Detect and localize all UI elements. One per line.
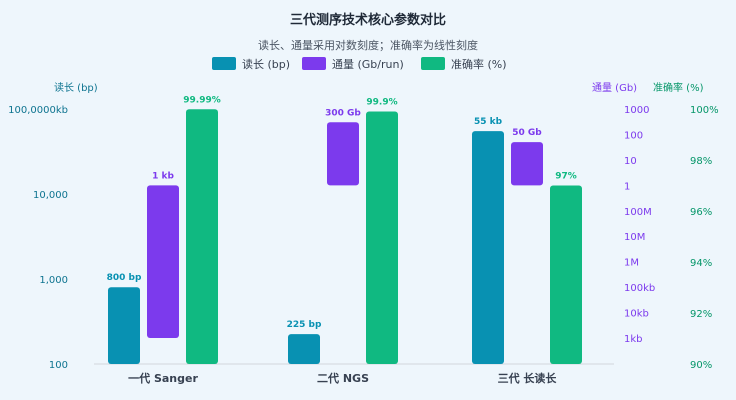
data-label: 99.99% bbox=[183, 95, 221, 105]
data-label: 50 Gb bbox=[512, 128, 542, 138]
left-tick-label: 100,0000kb bbox=[8, 105, 68, 116]
bar-series2 bbox=[511, 142, 543, 186]
bar-series1 bbox=[288, 334, 320, 364]
bar-series1 bbox=[472, 131, 504, 364]
bar-series2 bbox=[327, 122, 359, 186]
left-tick-label: 10,000 bbox=[33, 190, 68, 201]
legend-label-2: 通量 (Gb/run) bbox=[332, 58, 404, 71]
chart-title: 三代测序技术核心参数对比 bbox=[290, 12, 446, 28]
throughput-tick-label: 100kb bbox=[624, 283, 655, 294]
accuracy-tick-label: 98% bbox=[690, 156, 712, 167]
accuracy-tick-label: 96% bbox=[690, 207, 712, 218]
bar-series3 bbox=[550, 185, 582, 364]
accuracy-tick-label: 94% bbox=[690, 258, 712, 269]
category-label: 一代 Sanger bbox=[128, 371, 198, 385]
accuracy-tick-label: 100% bbox=[690, 105, 719, 116]
data-label: 55 kb bbox=[474, 117, 503, 127]
bar-series3 bbox=[366, 111, 398, 364]
bar-series2 bbox=[147, 185, 179, 338]
accuracy-tick-label: 92% bbox=[690, 309, 712, 320]
throughput-axis-label: 通量 (Gb) bbox=[592, 82, 637, 94]
throughput-tick-label: 1M bbox=[624, 258, 639, 269]
data-label: 225 bp bbox=[287, 320, 322, 330]
data-label: 99.9% bbox=[366, 98, 397, 108]
left-axis-label: 读长 (bp) bbox=[54, 81, 98, 94]
throughput-tick-label: 1kb bbox=[624, 334, 643, 345]
legend-swatch-1 bbox=[212, 57, 236, 70]
left-tick-label: 1,000 bbox=[39, 275, 68, 286]
throughput-tick-label: 10 bbox=[624, 156, 637, 167]
throughput-tick-label: 10M bbox=[624, 232, 645, 243]
bar-series1 bbox=[108, 287, 140, 364]
category-label: 二代 NGS bbox=[317, 371, 369, 385]
legend-label-3: 准确率 (%) bbox=[451, 57, 507, 71]
throughput-tick-label: 1000 bbox=[624, 105, 649, 116]
legend-swatch-3 bbox=[421, 57, 445, 70]
chart-subtitle: 读长、通量采用对数刻度；准确率为线性刻度 bbox=[258, 38, 478, 52]
legend-swatch-2 bbox=[302, 57, 326, 70]
data-label: 300 Gb bbox=[325, 108, 361, 118]
throughput-tick-label: 10kb bbox=[624, 309, 649, 320]
bar-series3 bbox=[186, 109, 218, 364]
data-label: 97% bbox=[555, 172, 577, 182]
accuracy-tick-label: 90% bbox=[690, 360, 712, 371]
data-label: 1 kb bbox=[152, 171, 174, 181]
category-label: 三代 长读长 bbox=[498, 371, 558, 385]
data-label: 800 bp bbox=[107, 273, 142, 283]
throughput-tick-label: 100M bbox=[624, 207, 652, 218]
legend-label-1: 读长 (bp) bbox=[242, 57, 290, 71]
left-tick-label: 100 bbox=[49, 360, 68, 371]
accuracy-axis-label: 准确率 (%) bbox=[653, 81, 704, 94]
throughput-tick-label: 100 bbox=[624, 130, 643, 141]
throughput-tick-label: 1 bbox=[624, 181, 630, 192]
